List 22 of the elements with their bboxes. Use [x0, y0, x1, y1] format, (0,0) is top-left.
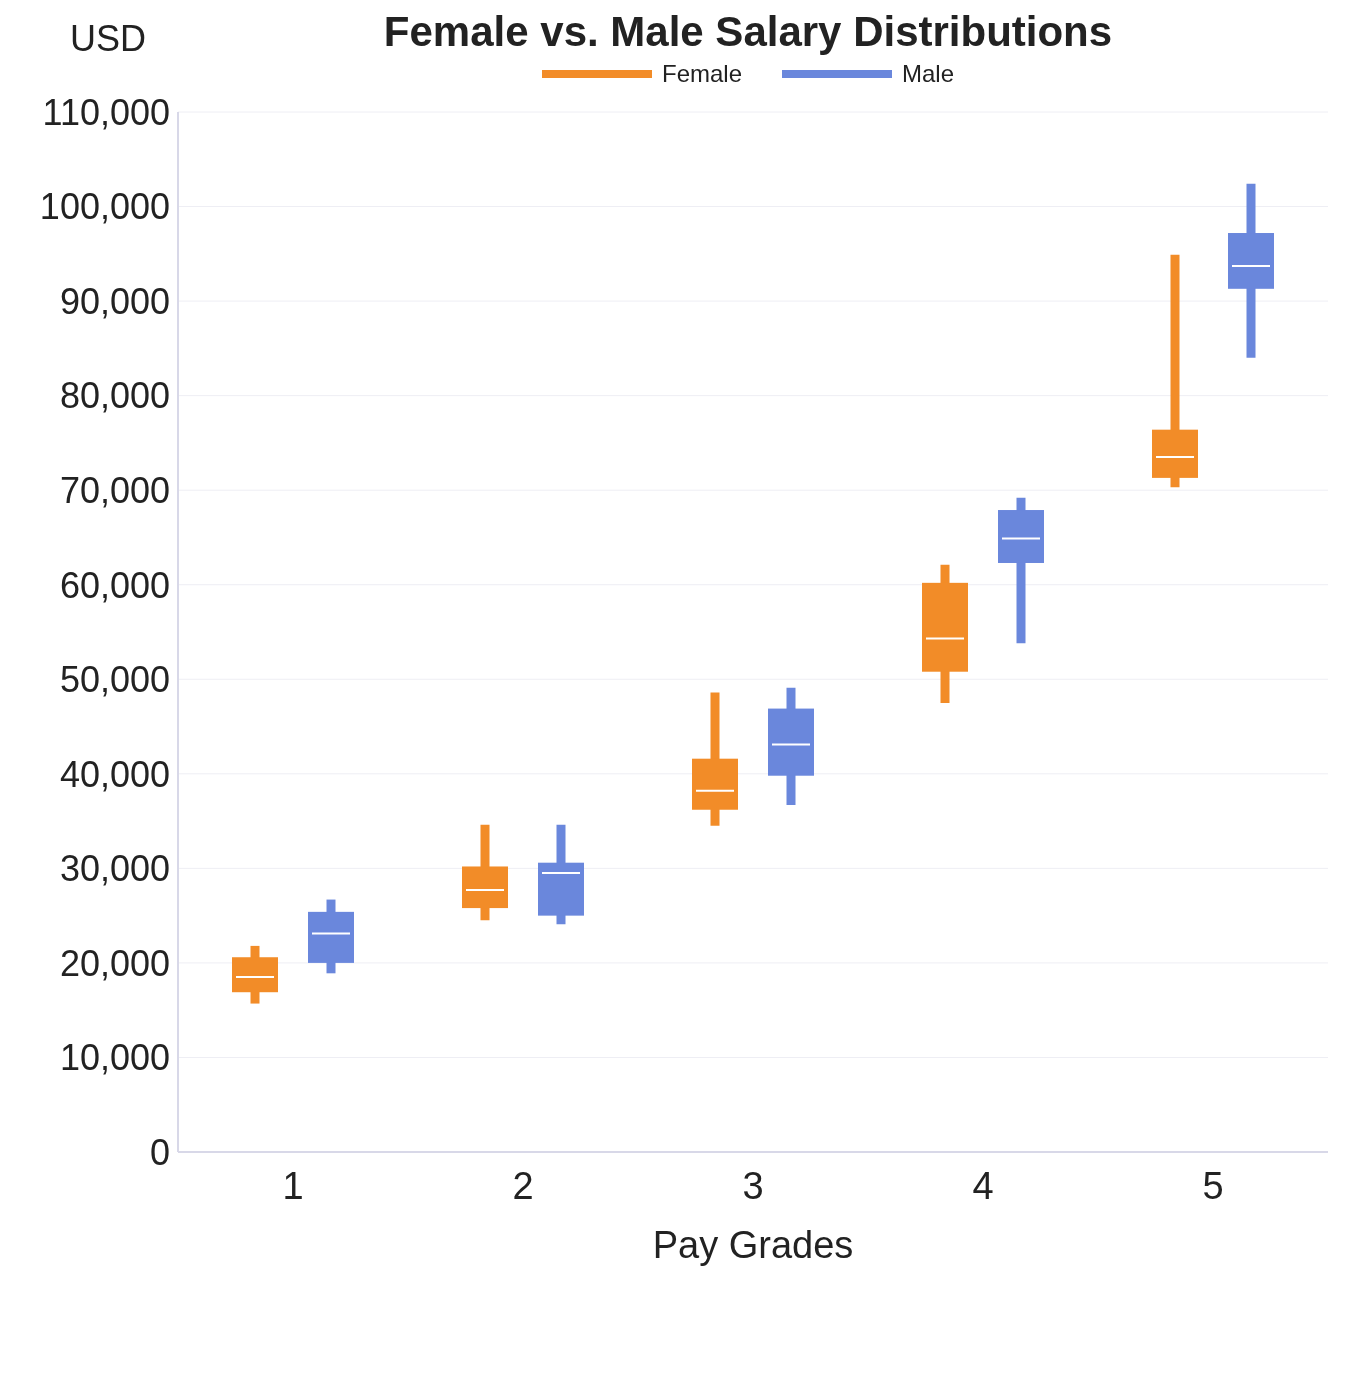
y-tick-label: 0 — [149, 1131, 170, 1173]
legend-label: Female — [661, 60, 742, 88]
y-tick-label: 30,000 — [59, 848, 170, 890]
x-tick-label: 5 — [1202, 1164, 1224, 1207]
x-tick-label: 2 — [512, 1164, 534, 1207]
x-tick-label: 3 — [742, 1164, 764, 1207]
chart-title: Female vs. Male Salary Distributions — [383, 8, 1113, 55]
x-tick-label: 4 — [972, 1164, 994, 1207]
x-tick-label: 1 — [282, 1164, 304, 1207]
y-tick-label: 50,000 — [59, 659, 170, 701]
y-tick-label: 20,000 — [59, 942, 170, 984]
y-axis-title: USD — [70, 18, 147, 60]
y-tick-label: 80,000 — [59, 375, 170, 417]
y-tick-label: 90,000 — [59, 280, 170, 322]
y-tick-label: 60,000 — [59, 564, 170, 606]
legend-label: Male — [902, 60, 955, 88]
y-tick-label: 110,000 — [42, 91, 170, 133]
y-tick-label: 70,000 — [59, 469, 170, 511]
y-tick-label: 40,000 — [59, 753, 170, 795]
x-axis-title: Pay Grades — [652, 1224, 854, 1266]
y-tick-label: 100,000 — [39, 186, 170, 228]
y-tick-label: 10,000 — [59, 1037, 170, 1079]
